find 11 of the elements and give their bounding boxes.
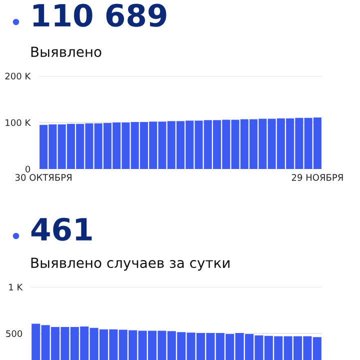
x-tick-label: 30 ОКТЯБРЯ: [15, 174, 72, 181]
y-tick-label: 0: [26, 166, 30, 173]
chart-subtitle: Выявлено случаев за сутки: [31, 258, 230, 271]
chart-title: 461: [31, 218, 92, 241]
x-tick-label: 29 НОЯБРЯ: [292, 174, 343, 181]
y-tick-label: 1 K: [9, 284, 23, 290]
chart-title: 110 689: [33, 4, 166, 27]
chart-subtitle: Выявлено: [31, 46, 102, 58]
y-tick-label: 100 K: [6, 119, 31, 126]
y-tick-label: 200 K: [5, 72, 31, 80]
y-tick-label: 500: [6, 330, 22, 338]
